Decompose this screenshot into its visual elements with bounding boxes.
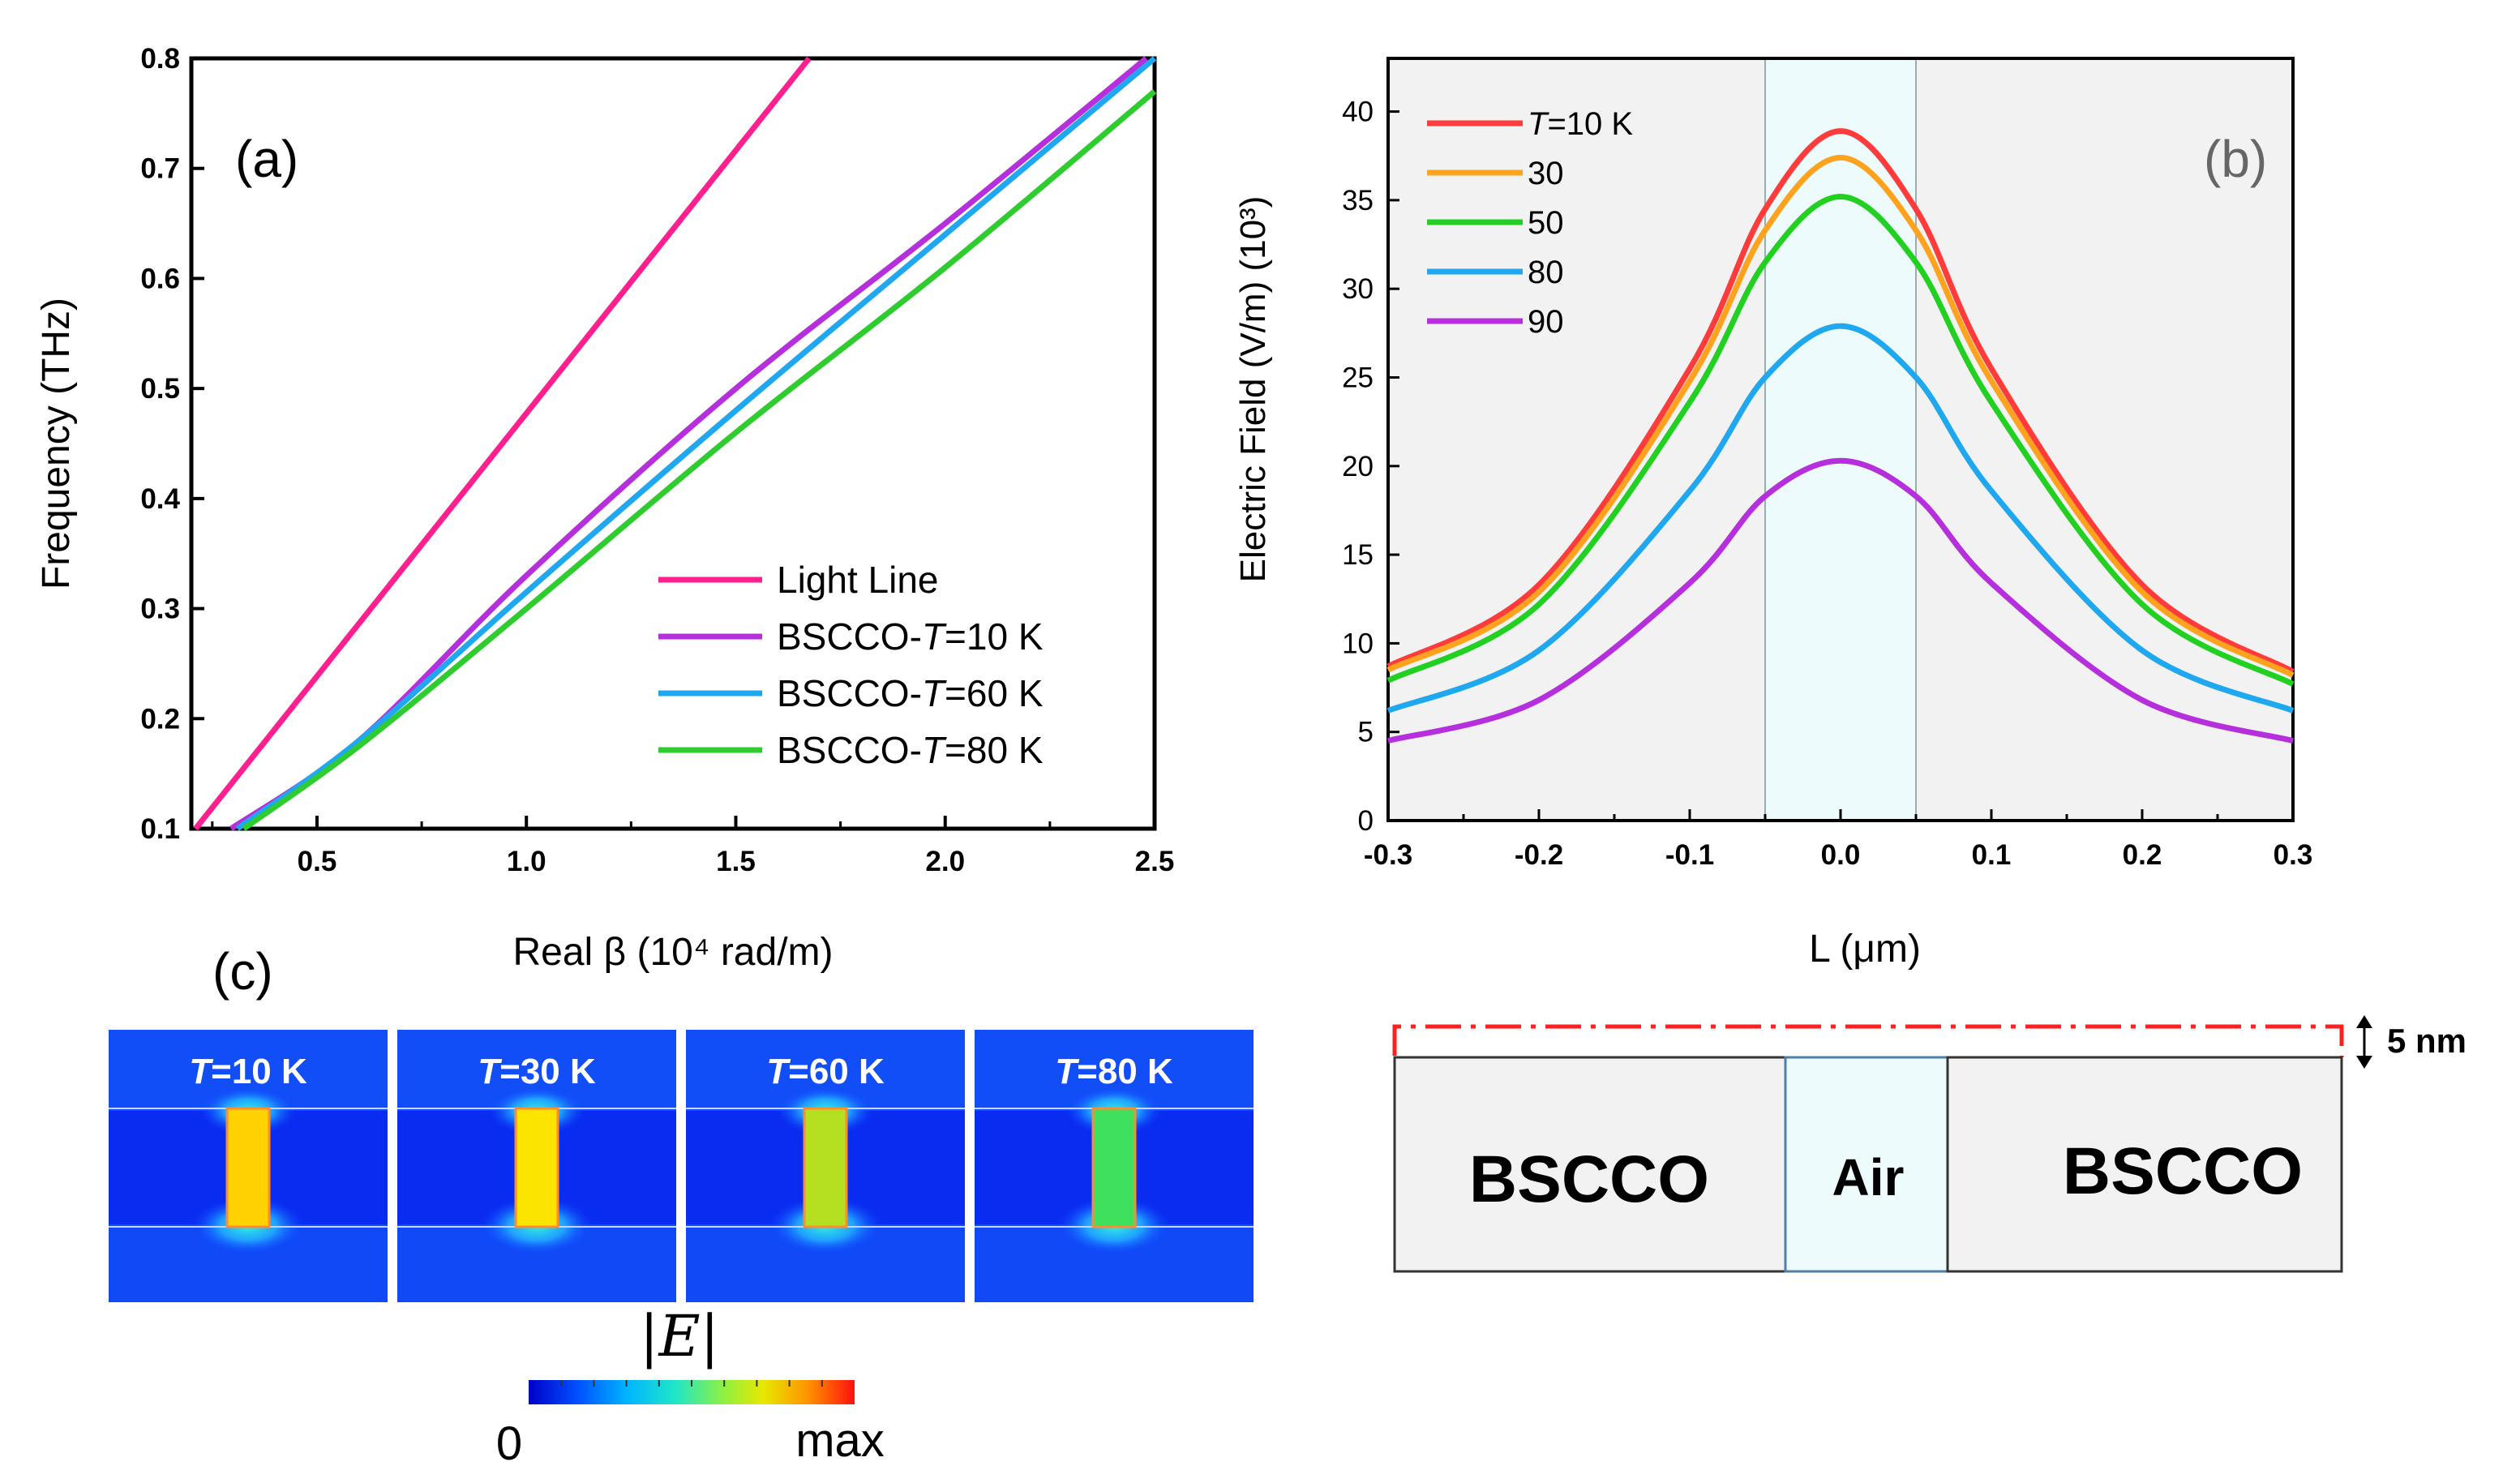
bscco-left-block: [1393, 1056, 1787, 1273]
thickness-arrow-head-up: [2356, 1015, 2372, 1028]
plot-b-ytick-label: 10: [1342, 628, 1374, 659]
plot-a-ytick-label: 0.4: [140, 483, 180, 515]
plot-a-legend: Light Line BSCCO-T=10 K BSCCO-T=60 K BSCCO-…: [658, 559, 1044, 771]
plot-b-xtick-label: -0.1: [1665, 839, 1714, 871]
panel-a-label: (a): [235, 130, 298, 188]
plot-b-air-region: [1764, 58, 1917, 821]
plot-b-xtick-label: 0.2: [2123, 839, 2162, 871]
plot-a-xtick-label: 0.5: [298, 846, 337, 877]
device-schematic: BSCCO Air BSCCO 5 nm: [1392, 1015, 2466, 1273]
plot-a-legend-label: BSCCO-T=10 K: [777, 615, 1044, 658]
top-surface-dashline: [1392, 1024, 2344, 1057]
plot-b-series-line: [1386, 323, 2295, 714]
plot-a-ylabel: Frequency (THz): [35, 298, 78, 589]
field-map-tile: T=80 K: [975, 1030, 1254, 1302]
field-map-gap: [803, 1107, 848, 1228]
air-gap-block: [1784, 1056, 1949, 1273]
plot-a-ytick-label: 0.5: [140, 373, 180, 405]
panel-c-field-maps: (c) T=10 K T=30 K T=60 K T=80 K |E| 0 max: [109, 942, 1254, 1466]
plot-b-legend-label: 80: [1528, 255, 1564, 290]
colorbar-title: |E|: [640, 1303, 719, 1370]
plot-a-ytick-label: 0.3: [140, 594, 180, 625]
plot-a-xtick-label: 2.0: [925, 846, 965, 877]
plot-b-series-line: [1386, 154, 2295, 678]
plot-a-series-line: [242, 89, 1157, 831]
field-map-tile: T=60 K: [686, 1030, 965, 1302]
plot-b-legend-label: T=10 K: [1528, 106, 1633, 142]
panel-b-label: (b): [2204, 130, 2267, 188]
plot-a-series-line: [235, 56, 1157, 831]
plot-b-legend-label: 90: [1528, 304, 1564, 340]
panel-a-chart: 0.5 1.0 1.5 2.0 2.50.10.20.30.40.50.60.70.8 …: [35, 43, 1174, 974]
plot-a-ytick-label: 0.8: [140, 43, 180, 75]
plot-b-xtick-label: -0.2: [1515, 839, 1563, 871]
plot-b-ytick-label: 40: [1342, 96, 1374, 128]
field-map-gap: [1091, 1107, 1137, 1228]
bscco-right-label: BSCCO: [2063, 1134, 2303, 1208]
plot-b-xlabel: L (μm): [1809, 928, 1921, 971]
plot-b-xtick-label: 0.3: [2274, 839, 2313, 871]
plot-b-ytick-label: 15: [1342, 539, 1374, 571]
plot-a-ytick-label: 0.7: [140, 153, 180, 185]
field-map-temperature-label: T=80 K: [1055, 1052, 1173, 1091]
plot-a-xtick-label: 1.0: [507, 846, 546, 877]
plot-a-ytick-label: 0.1: [140, 813, 180, 845]
plot-b-series-line: [1386, 194, 2295, 687]
plot-b-series-line: [1386, 128, 2295, 675]
plot-a-series: [193, 56, 1157, 831]
field-map-tile: T=10 K: [109, 1030, 388, 1302]
plot-a-legend-label: BSCCO-T=80 K: [777, 729, 1044, 771]
plot-b-ticks: -0.3 -0.2 -0.1 0.0 0.1 0.2 0.3 0 5 10 15 20 25 30 35 40: [1342, 96, 2312, 871]
plot-a-xtick-label: 1.5: [716, 846, 756, 877]
plot-b-ytick-label: 35: [1342, 185, 1374, 216]
plot-b-xtick-label: -0.3: [1364, 839, 1412, 871]
plot-b-legend: T=10 K 30 50 80 90: [1427, 106, 1633, 340]
thickness-arrow-head-down: [2356, 1056, 2372, 1069]
air-label: Air: [1832, 1148, 1905, 1207]
plot-a-ytick-label: 0.6: [140, 263, 180, 294]
plot-b-ytick-label: 30: [1342, 273, 1374, 305]
thickness-label: 5 nm: [2387, 1022, 2466, 1060]
colorbar-ticks: [560, 1380, 823, 1387]
colorbar-min-label: 0: [496, 1417, 522, 1466]
plot-b-ytick-label: 5: [1358, 717, 1374, 748]
plot-a-legend-label: Light Line: [777, 559, 939, 601]
field-map-tile: T=30 K: [397, 1030, 676, 1302]
plot-b-ytick-label: 0: [1358, 805, 1374, 837]
plot-b-legend-label: 30: [1528, 156, 1564, 191]
field-map-gap: [514, 1107, 559, 1228]
bscco-right-block: [1946, 1056, 2343, 1273]
plot-a-xlabel: Real β (10⁴ rad/m): [512, 931, 833, 974]
plot-b-xtick-label: 0.1: [1972, 839, 2012, 871]
plot-b-ytick-label: 20: [1342, 451, 1374, 482]
field-map-temperature-label: T=10 K: [189, 1052, 307, 1091]
plot-a-ticks: 0.5 1.0 1.5 2.0 2.5 0.1 0.2 0.3 0.4 0.5 0.6 0.7 0.8: [140, 43, 1174, 877]
panel-c-label: (c): [212, 942, 273, 1001]
plot-a-ytick-label: 0.2: [140, 703, 180, 735]
plot-a-series-line: [193, 56, 812, 831]
panel-b-chart: -0.3 -0.2 -0.1 0.0 0.1 0.2 0.3 0 5 10 15 20 25 30 35 40…: [1233, 57, 2312, 971]
plot-a-xtick-label: 2.5: [1135, 846, 1175, 877]
plot-a-legend-label: BSCCO-T=60 K: [777, 672, 1044, 714]
plot-b-ylabel: Electric Field (V/m) (10³): [1233, 196, 1273, 583]
plot-b-legend-label: 50: [1528, 205, 1564, 241]
bscco-left-label: BSCCO: [1469, 1142, 1709, 1216]
field-map-temperature-label: T=30 K: [478, 1052, 596, 1091]
plot-b-series: [1386, 128, 2295, 744]
field-map-gap: [225, 1107, 271, 1228]
colorbar-max-label: max: [795, 1414, 885, 1466]
field-map-tiles: T=10 K T=30 K T=60 K T=80 K: [109, 1030, 1254, 1302]
plot-b-xtick-label: 0.0: [1821, 839, 1861, 871]
plot-b-series-line: [1387, 457, 2294, 744]
plot-b-ytick-label: 25: [1342, 362, 1374, 393]
field-map-temperature-label: T=60 K: [766, 1052, 885, 1091]
